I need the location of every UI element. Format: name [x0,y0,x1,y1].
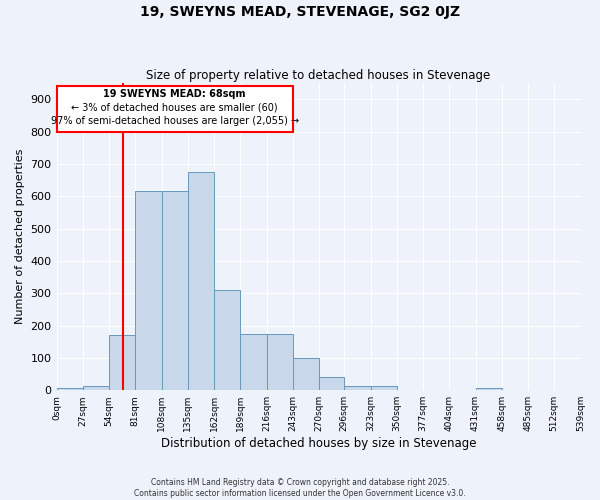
Bar [161,192,188,390]
Bar [371,386,397,390]
Bar [56,388,83,390]
Bar [266,334,293,390]
Bar [240,334,266,390]
Text: Contains HM Land Registry data © Crown copyright and database right 2025.
Contai: Contains HM Land Registry data © Crown c… [134,478,466,498]
Title: Size of property relative to detached houses in Stevenage: Size of property relative to detached ho… [146,69,491,82]
Text: ← 3% of detached houses are smaller (60): ← 3% of detached houses are smaller (60) [71,103,278,113]
Text: 19, SWEYNS MEAD, STEVENAGE, SG2 0JZ: 19, SWEYNS MEAD, STEVENAGE, SG2 0JZ [140,5,460,19]
Bar [344,386,371,390]
X-axis label: Distribution of detached houses by size in Stevenage: Distribution of detached houses by size … [161,437,476,450]
Bar [188,172,214,390]
Bar [476,388,502,390]
Text: 97% of semi-detached houses are larger (2,055) →: 97% of semi-detached houses are larger (… [50,116,299,126]
Bar [83,386,109,390]
Bar [135,192,161,390]
Text: 19 SWEYNS MEAD: 68sqm: 19 SWEYNS MEAD: 68sqm [103,90,246,100]
FancyBboxPatch shape [56,86,293,132]
Bar [293,358,319,390]
Bar [319,378,344,390]
Bar [214,290,240,390]
Bar [109,336,135,390]
Y-axis label: Number of detached properties: Number of detached properties [15,149,25,324]
